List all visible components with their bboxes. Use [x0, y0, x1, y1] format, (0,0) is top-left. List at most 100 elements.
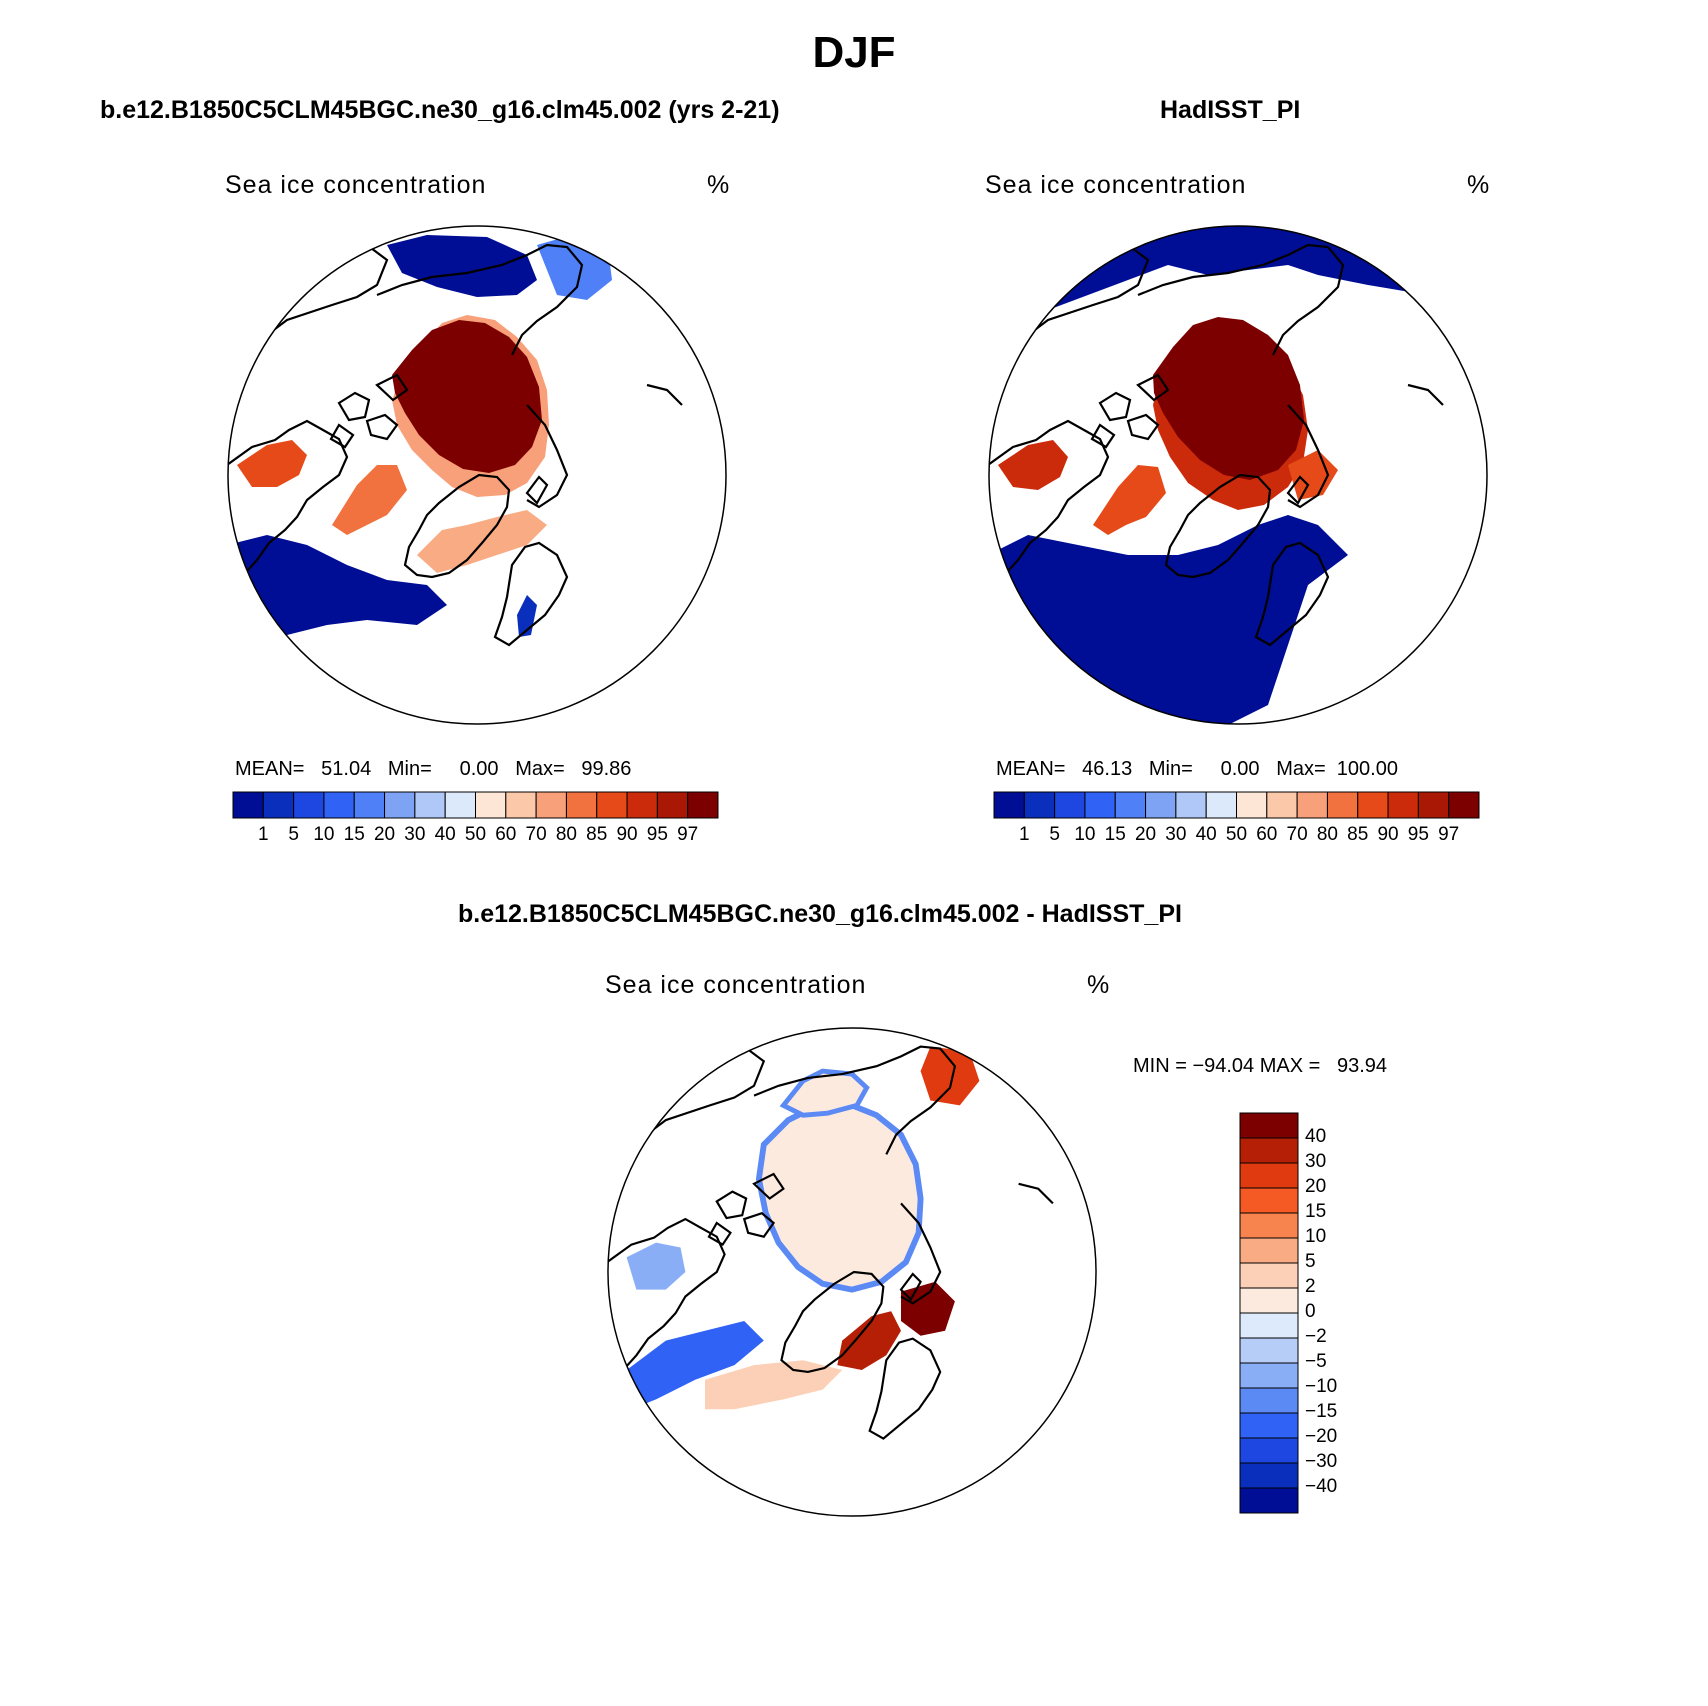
colorbar-box [1448, 791, 1480, 819]
colorbar-box [293, 791, 325, 819]
panel-title-obs: HadISST_PI [1160, 96, 1301, 124]
min-value: 0.00 [459, 758, 499, 780]
coastline-island [752, 1172, 785, 1200]
colorbar-box [1239, 1362, 1299, 1389]
colorbar-tick-label: 20 [1134, 824, 1157, 845]
colorbar-box [626, 791, 658, 819]
colorbar-box [1239, 1462, 1299, 1489]
coastline-island [1126, 413, 1160, 441]
map-boundary [988, 225, 1488, 725]
colorbar-tick-label: −30 [1305, 1451, 1338, 1472]
diff-positive-greenland-sea [837, 1311, 901, 1370]
coastline-island [707, 1221, 732, 1246]
colorbar-tick-label: 60 [495, 824, 517, 845]
units-label-obs: % [1467, 171, 1491, 199]
polar-map-model [227, 225, 727, 725]
colorbar-tick-label: −2 [1305, 1326, 1327, 1347]
colorbar-tick-label: 85 [1347, 824, 1369, 845]
coastline-fragment [1407, 383, 1444, 406]
colorbar-box [1239, 1237, 1299, 1264]
coastline-scandinavia [868, 1337, 942, 1440]
colorbar-box [384, 791, 416, 819]
colorbar-box [1114, 791, 1147, 819]
ice-region-core [392, 320, 542, 473]
mean-value: 46.13 [1082, 758, 1133, 780]
coastline-eurasia [753, 1045, 957, 1155]
colorbar-tick-label: 15 [1104, 824, 1126, 845]
colorbar-tick-label: 40 [434, 824, 456, 845]
colorbar-tick-label: 15 [343, 824, 365, 845]
coastline-island [365, 413, 399, 441]
colorbar-tick-label: 60 [1256, 824, 1278, 845]
colorbar-tick-label: 1 [258, 824, 269, 845]
colorbar-box [1326, 791, 1359, 819]
colorbar-diff-ticks: 40 30 20 15 10 5 2 0 −2 −5 −10 −15 −20 −30 −40 [1305, 1113, 1385, 1513]
colorbar-tick-label: 40 [1305, 1126, 1327, 1147]
colorbar-box [1145, 791, 1177, 819]
colorbar-diff [1239, 1112, 1299, 1514]
colorbar-box [444, 791, 476, 819]
min-label: Min= [1148, 758, 1193, 780]
units-label-model: % [707, 171, 731, 199]
colorbar-box [1054, 791, 1086, 819]
colorbar-box [1023, 791, 1056, 819]
colorbar-tick-label: 5 [288, 824, 299, 845]
colorbar-tick-label: 70 [525, 824, 547, 845]
coastline-island [375, 373, 409, 402]
coastline-alaska [645, 1045, 766, 1136]
colorbar-box [1205, 791, 1237, 819]
colorbar-box [1239, 1487, 1299, 1514]
colorbar-box [565, 791, 598, 819]
colorbar-box [1239, 1337, 1299, 1364]
panel-title-model: b.e12.B1850C5CLM45BGC.ne30_g16.clm45.002… [100, 96, 780, 124]
coastline-island [1136, 373, 1170, 402]
colorbar-tick-label: 10 [1305, 1226, 1327, 1247]
colorbar-box [475, 791, 507, 819]
colorbar-tick-label: 2 [1305, 1276, 1316, 1297]
colorbar-tick-label: −20 [1305, 1426, 1338, 1447]
colorbar-tick-label: 90 [616, 824, 638, 845]
map-boundary [607, 1027, 1097, 1517]
colorbar-tick-label: 80 [555, 824, 577, 845]
colorbar-box [505, 791, 537, 819]
coastline-novaya-zemlya [1286, 475, 1310, 505]
colorbar-box [1239, 1162, 1299, 1189]
coastline-novaya-zemlya [899, 1272, 922, 1302]
coastline-island [337, 391, 371, 422]
colorbar-box [1296, 791, 1328, 819]
coastline-island [715, 1190, 748, 1220]
colorbar-tick-label: 30 [1305, 1151, 1327, 1172]
colorbar-box [1239, 1137, 1299, 1164]
coastline-island [1090, 423, 1116, 449]
coastline-alaska [1027, 244, 1150, 336]
coastline-eurasia [376, 243, 584, 356]
stats-obs: MEAN= 46.13 Min= 0.00 Max= 100.00 [996, 758, 1398, 781]
colorbar-box [1266, 791, 1298, 819]
colorbar-tick-label: 0 [1305, 1301, 1316, 1322]
colorbar-box [353, 791, 386, 819]
colorbar-box [1387, 791, 1419, 819]
colorbar-box [1239, 1262, 1299, 1289]
coastline-island [329, 423, 355, 449]
colorbar-box [1239, 1412, 1299, 1439]
colorbar-obs [993, 791, 1480, 819]
figure-title: DJF [812, 28, 896, 77]
coastline-siberia [526, 404, 569, 509]
coastline-eurasia [1137, 243, 1345, 356]
coastline-north-america [989, 419, 1110, 587]
colorbar-tick-label: 85 [586, 824, 608, 845]
max-label: Max= [515, 758, 565, 780]
colorbar-tick-label: 90 [1377, 824, 1399, 845]
colorbar-box [1417, 791, 1450, 819]
colorbar-model-ticks: 1 5 10 15 20 30 40 50 60 70 80 85 90 95 97 [233, 824, 718, 848]
colorbar-box [993, 791, 1025, 819]
colorbar-tick-label: 5 [1049, 824, 1060, 845]
colorbar-tick-label: 40 [1195, 824, 1217, 845]
colorbar-tick-label: 95 [646, 824, 668, 845]
units-label-diff: % [1087, 971, 1111, 999]
ice-region-barents [1288, 450, 1338, 500]
mean-label: MEAN= [235, 758, 305, 780]
coastline-siberia [1287, 404, 1330, 509]
diff-negative-hudson [626, 1242, 686, 1290]
mean-label: MEAN= [996, 758, 1066, 780]
